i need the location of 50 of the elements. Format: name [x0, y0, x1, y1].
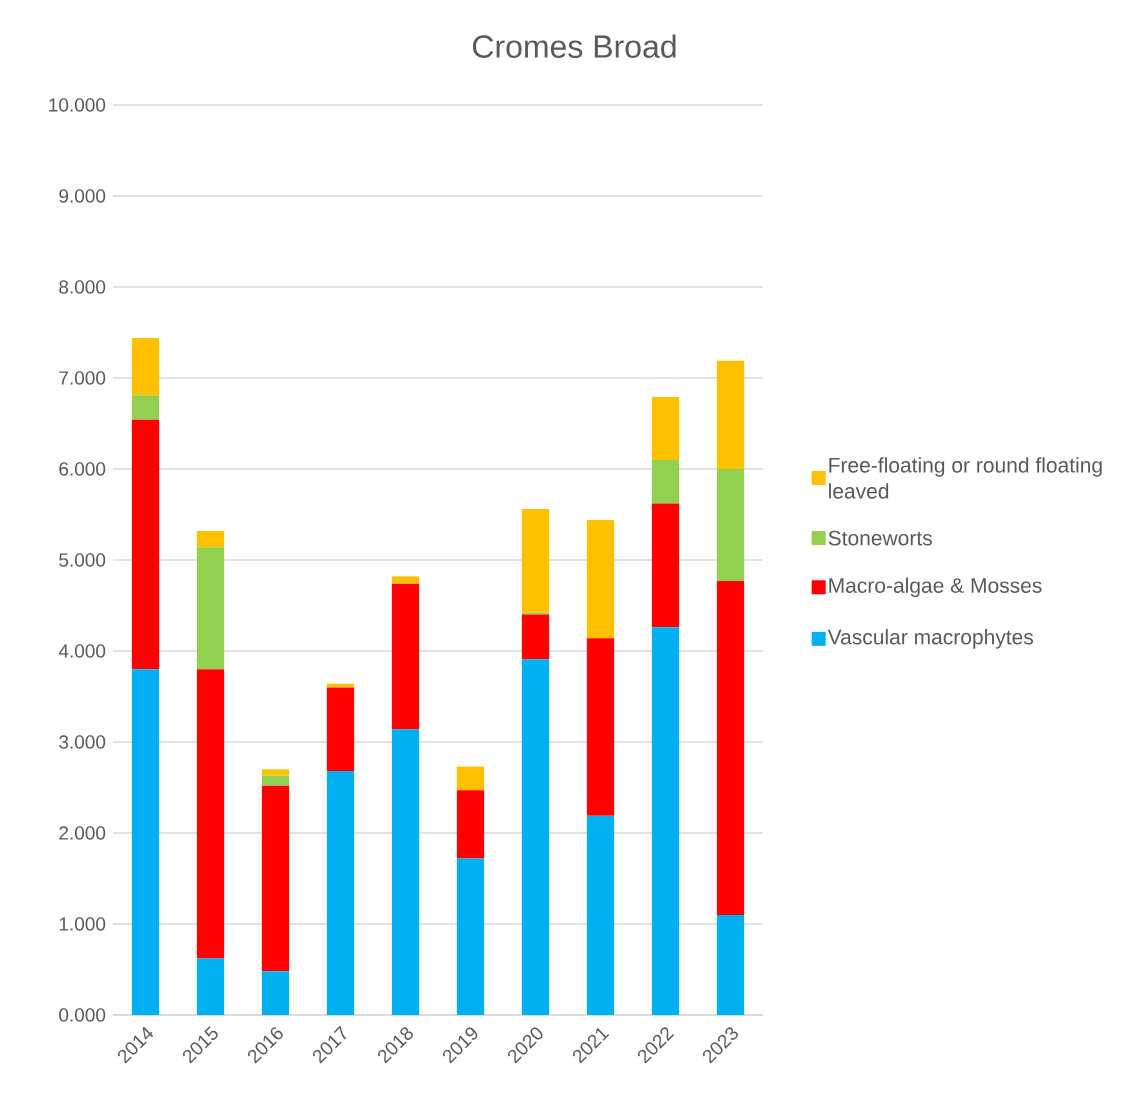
- bar: [196, 958, 225, 1015]
- bar: [586, 519, 615, 639]
- y-tick-label: 6.000: [59, 462, 106, 476]
- y-tick-label: 10.000: [49, 98, 106, 112]
- bar: [586, 815, 615, 1015]
- bar: [131, 395, 160, 420]
- bar: [521, 509, 550, 613]
- bar: [261, 775, 290, 786]
- y-tick-label: 9.000: [59, 189, 106, 203]
- y-tick-label: 0.000: [59, 1008, 106, 1022]
- legend-label: Macro-algae & Mosses: [829, 577, 1042, 598]
- bar: [261, 785, 290, 972]
- y-tick-label: 8.000: [59, 280, 106, 294]
- bar: [456, 790, 485, 859]
- bar: [326, 771, 355, 1015]
- y-tick-label: 1.000: [59, 917, 106, 931]
- chart-title: Cromes Broad: [472, 34, 676, 58]
- bar: [391, 729, 420, 1015]
- bar: [196, 530, 225, 548]
- bar: [651, 459, 680, 504]
- bar: [651, 627, 680, 1015]
- bar: [131, 419, 160, 670]
- bar: [456, 766, 485, 791]
- bar: [326, 687, 355, 772]
- legend-label: Free-floating or round floating leaved: [829, 457, 1102, 499]
- bar: [196, 547, 225, 670]
- bar: [651, 503, 680, 628]
- bar: [521, 614, 550, 660]
- y-tick-label: 2.000: [59, 826, 106, 840]
- y-tick-label: 4.000: [58, 644, 106, 658]
- bar: [261, 769, 290, 776]
- y-tick-label: 7.000: [59, 371, 106, 385]
- bar: [131, 669, 160, 1015]
- bar: [196, 669, 225, 959]
- legend-label: Stoneworts: [828, 530, 932, 546]
- bar: [391, 583, 420, 730]
- bar: [716, 360, 745, 469]
- legend-label: Vascular macrophytes: [827, 629, 1034, 649]
- bar: [586, 638, 615, 816]
- y-tick-label: 3.000: [59, 735, 106, 749]
- bar: [716, 914, 745, 1015]
- bar: [456, 858, 485, 1015]
- bar: [391, 576, 420, 584]
- y-tick-label: 5.000: [59, 553, 106, 567]
- bar: [131, 337, 160, 396]
- bar: [521, 659, 550, 1015]
- bar: [651, 397, 680, 460]
- bar: [716, 580, 745, 915]
- bar: [716, 469, 745, 581]
- bar: [261, 971, 290, 1015]
